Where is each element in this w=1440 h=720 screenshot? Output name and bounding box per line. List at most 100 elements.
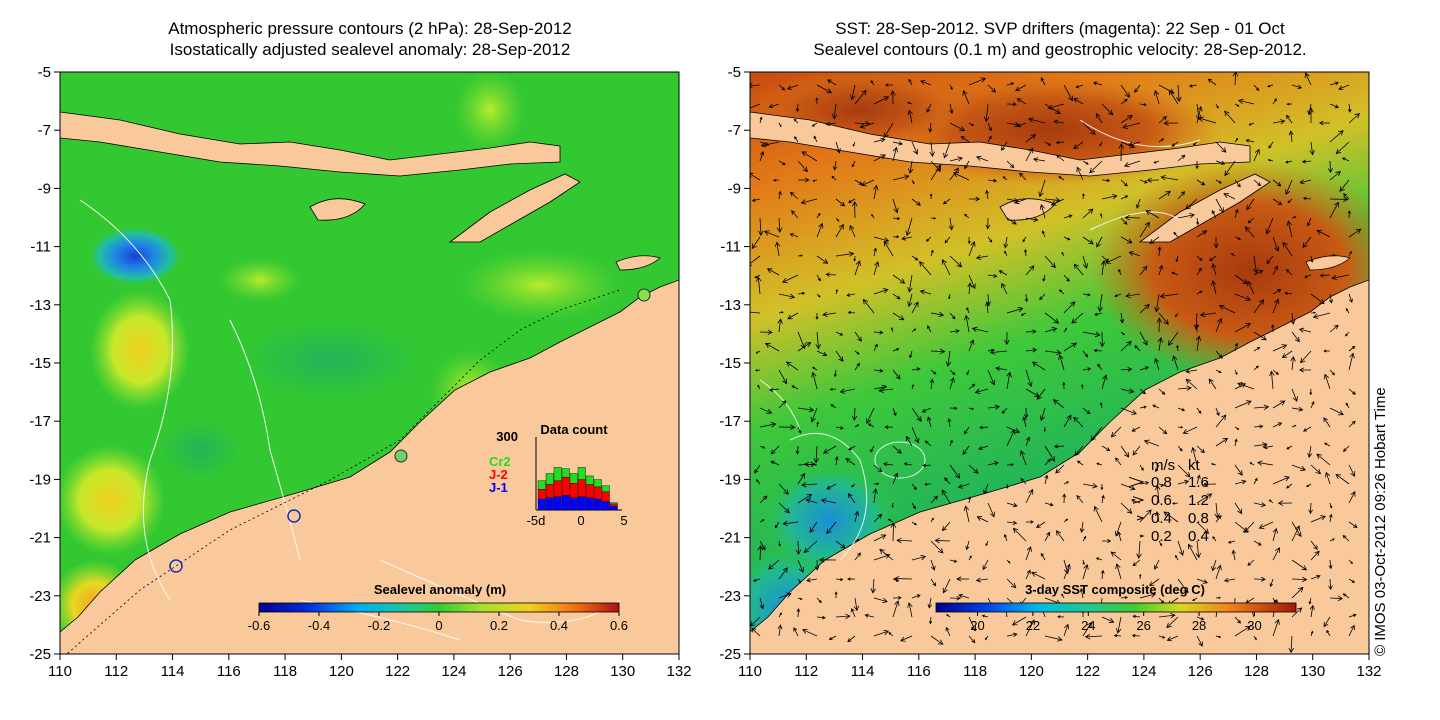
velocity-vector <box>1207 78 1217 86</box>
velocity-vector <box>1099 331 1105 348</box>
right-lon-label: 132 <box>1356 663 1381 680</box>
velocity-vector <box>1082 559 1085 566</box>
velocity-vector <box>759 422 777 428</box>
velocity-vector <box>1097 363 1103 371</box>
velocity-vector <box>873 154 886 162</box>
velocity-vector <box>892 174 910 181</box>
velocity-vector <box>922 463 932 468</box>
speed-kt-value: 0.4 <box>1188 528 1209 545</box>
velocity-vector <box>1215 369 1222 373</box>
velocity-vector <box>911 384 914 390</box>
velocity-vector <box>1023 407 1029 419</box>
velocity-vector <box>1247 559 1255 566</box>
velocity-vector <box>769 387 780 392</box>
velocity-vector <box>867 423 875 428</box>
velocity-vector <box>1061 593 1065 599</box>
velocity-vector <box>1173 231 1179 238</box>
velocity-vector <box>946 614 951 618</box>
velocity-vector <box>1244 226 1255 238</box>
velocity-vector <box>1234 179 1241 188</box>
velocity-vector <box>1291 388 1298 402</box>
velocity-vector <box>760 141 780 148</box>
velocity-vector <box>835 426 844 430</box>
velocity-vector <box>883 462 894 467</box>
velocity-vector <box>1196 255 1203 261</box>
velocity-vector <box>987 135 992 143</box>
right-lat-label: -23 <box>719 588 741 605</box>
velocity-vector <box>1288 130 1294 143</box>
velocity-vector <box>1253 576 1266 582</box>
velocity-vector <box>949 167 959 181</box>
velocity-vector <box>930 578 937 587</box>
velocity-vector <box>1172 502 1179 505</box>
velocity-vector <box>1044 327 1058 333</box>
velocity-vector <box>1237 98 1255 105</box>
left-title-line2: Isostatically adjusted sealevel anomaly:… <box>169 40 571 59</box>
velocity-vector <box>1196 635 1203 647</box>
inset-bar-j-2 <box>609 503 618 507</box>
velocity-vector <box>1001 141 1008 151</box>
left-lat-label: -13 <box>29 297 51 314</box>
right-lon-label: 114 <box>851 663 875 680</box>
velocity-vector <box>1025 520 1034 524</box>
velocity-vector <box>911 554 927 561</box>
velocity-vector <box>924 482 932 486</box>
velocity-vector <box>778 424 796 430</box>
velocity-vector <box>800 198 818 205</box>
velocity-vector <box>835 350 844 362</box>
velocity-vector <box>1139 179 1148 184</box>
velocity-vector <box>1120 366 1133 372</box>
velocity-vector <box>1288 635 1294 654</box>
velocity-vector <box>1347 103 1352 113</box>
velocity-vector <box>812 366 818 371</box>
velocity-vector <box>892 216 901 221</box>
velocity-vector <box>1025 569 1031 580</box>
velocity-vector <box>1291 424 1297 428</box>
velocity-vector <box>975 254 989 260</box>
velocity-vector <box>1020 312 1027 316</box>
velocity-vector <box>941 259 951 276</box>
velocity-vector <box>1214 502 1220 519</box>
velocity-vector <box>1309 141 1315 156</box>
velocity-vector <box>1272 98 1277 105</box>
velocity-vector <box>751 198 761 202</box>
velocity-vector <box>1209 255 1217 262</box>
velocity-vector <box>1175 255 1179 263</box>
velocity-vector <box>891 502 894 508</box>
speed-arrow-icon <box>1136 515 1145 521</box>
velocity-vector <box>1253 424 1264 429</box>
velocity-vector <box>1177 191 1186 200</box>
velocity-vector <box>1095 557 1103 561</box>
velocity-vector <box>1139 303 1150 314</box>
velocity-vector <box>903 462 913 466</box>
velocity-vector <box>1042 274 1046 282</box>
velocity-vector <box>1127 141 1141 147</box>
inset-legend-cr2: Cr2 <box>489 454 511 469</box>
velocity-vector <box>1006 632 1018 637</box>
velocity-vector <box>1139 405 1147 409</box>
velocity-vector <box>1025 546 1032 561</box>
inset-legend-j-1: J-1 <box>489 480 508 495</box>
velocity-vector <box>1176 84 1182 103</box>
velocity-vector <box>1145 210 1160 219</box>
velocity-vector <box>1101 616 1115 623</box>
velocity-vector <box>1253 84 1260 92</box>
velocity-vector <box>892 198 899 214</box>
velocity-vector <box>1006 82 1015 86</box>
velocity-vector <box>1090 426 1103 442</box>
velocity-vector <box>1172 355 1179 371</box>
velocity-vector <box>778 502 790 514</box>
velocity-vector <box>1100 569 1105 580</box>
velocity-vector <box>759 519 765 523</box>
velocity-vector <box>1059 289 1065 295</box>
velocity-vector <box>835 613 851 620</box>
left-lat-label: -5 <box>38 64 51 81</box>
velocity-vector <box>1101 539 1112 543</box>
velocity-vector <box>1243 521 1255 534</box>
velocity-vector <box>854 260 861 276</box>
velocity-vector <box>1312 312 1331 319</box>
velocity-vector <box>1006 217 1017 225</box>
velocity-vector <box>873 96 890 105</box>
velocity-vector <box>1291 464 1306 472</box>
velocity-vector <box>1132 614 1141 619</box>
